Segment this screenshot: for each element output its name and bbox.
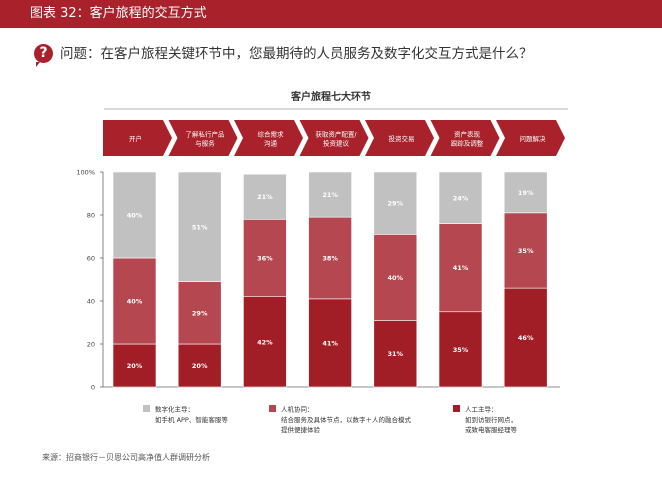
journey-stage-arrow [430, 120, 500, 156]
legend-desc: 如到访银行网点， [465, 415, 517, 424]
bar-value-label: 29% [192, 309, 208, 317]
bar-segment [438, 223, 483, 313]
bar-value-label: 29% [388, 200, 404, 208]
y-tick-label: 0 [91, 384, 95, 392]
bar-value-label: 31% [388, 350, 404, 358]
bar-value-label: 24% [453, 194, 469, 202]
journey-stage-label: 沟通 [264, 139, 278, 148]
bar-segment [243, 296, 287, 388]
legend-swatch [453, 405, 460, 412]
legend-swatch [143, 405, 150, 412]
bar-segment [373, 320, 418, 388]
journey-stage-label: 投资建议 [323, 139, 350, 148]
legend: 数字化主导：如手机 APP、智能客服等 人机协同：结合服务及具体节点，以数字＋人的… [143, 405, 518, 434]
bar-value-label: 41% [453, 264, 469, 272]
bar-segment [243, 219, 287, 298]
bar-value-label: 51% [192, 223, 208, 231]
bar-value-label: 38% [322, 255, 338, 263]
bar-segment [177, 171, 222, 282]
bar-value-label: 20% [192, 362, 208, 370]
journey-stage-arrow [103, 120, 172, 156]
legend-title: 人机协同： [281, 405, 314, 414]
figure-title: 图表 32：客户旅程的交互方式 [30, 6, 207, 21]
bar-segment [308, 171, 352, 218]
journey-stage-label: 跟踪及调整 [451, 139, 484, 148]
bar-segment [438, 311, 483, 388]
legend-title: 人工主导： [465, 405, 498, 414]
y-tick-label: 40 [87, 298, 95, 306]
bar-segment [503, 212, 548, 289]
bar-segment [112, 343, 157, 388]
bar-segment [373, 234, 418, 321]
question-icon: ? [34, 44, 53, 67]
bar-value-label: 40% [127, 212, 143, 220]
journey-stage-arrow [299, 120, 369, 156]
bar-value-label: 21% [322, 191, 338, 199]
journey-stage-label: 获取资产配置/ [315, 130, 357, 139]
journey-stage-arrow [168, 120, 238, 156]
journey-stage-label: 资产表现 [454, 130, 481, 139]
legend-desc: 如手机 APP、智能客服等 [155, 415, 228, 424]
bar-value-label: 42% [257, 338, 273, 346]
bar-segment [112, 171, 157, 259]
bar-segment [177, 343, 222, 388]
bar-value-label: 40% [127, 298, 143, 306]
bar-segment [177, 281, 222, 345]
journey-stage-label: 开户 [129, 134, 142, 143]
bar-segment [503, 287, 548, 388]
journey-stage-arrow [365, 120, 434, 156]
legend-title: 数字化主导： [155, 405, 194, 414]
question-text: 问题：在客户旅程关键环节中，您最期待的人员服务及数字化交互方式是什么？ [60, 46, 533, 62]
journey-stage-arrow [496, 120, 565, 156]
legend-swatch [269, 405, 276, 412]
legend-desc: 结合服务及具体节点，以数字＋人的融合模式 [281, 415, 412, 424]
y-tick-label: 60 [87, 255, 95, 263]
bar-value-label: 40% [388, 274, 404, 282]
legend-desc: 或致电客服经理等 [465, 425, 518, 434]
bar-segment [308, 216, 352, 300]
journey-stage-label: 综合需求 [258, 130, 285, 139]
bar-value-label: 21% [257, 193, 273, 201]
bar-value-label: 35% [453, 346, 469, 354]
journey-stage-arrow [234, 120, 303, 156]
bar-value-label: 41% [322, 339, 338, 347]
journey-stage-label: 投资交易 [389, 134, 415, 143]
y-tick-label: 20 [87, 341, 95, 349]
bars: 20% 40% 40% 20% 29% 51% 42% 36% 21% 41% 38% 21% 31% 4… [112, 171, 548, 388]
journey-stage-label: 了解私行产品 [186, 130, 225, 139]
bar-segment [373, 171, 418, 235]
bar-value-label: 35% [518, 247, 534, 255]
bar-value-label: 19% [518, 189, 534, 197]
bar-segment [503, 171, 548, 214]
bar-segment [243, 173, 287, 220]
source-note: 来源：招商银行－贝恩公司高净值人群调研分析 [42, 453, 210, 462]
bar-segment [438, 171, 483, 224]
bar-value-label: 46% [518, 334, 534, 342]
bar-segment [308, 298, 352, 388]
journey-title: 客户旅程七大环节 [290, 90, 371, 103]
y-tick-label: 80 [87, 212, 95, 220]
journey-stage-label: 与服务 [195, 139, 215, 148]
bar-segment [112, 257, 157, 345]
bar-value-label: 36% [257, 255, 273, 263]
y-tick-label: 100% [76, 169, 95, 177]
figure-header: 图表 32：客户旅程的交互方式 [0, 0, 662, 28]
bar-value-label: 20% [127, 362, 143, 370]
legend-desc: 提供便捷体验 [281, 425, 321, 434]
journey-stage-label: 问题解决 [520, 134, 547, 143]
